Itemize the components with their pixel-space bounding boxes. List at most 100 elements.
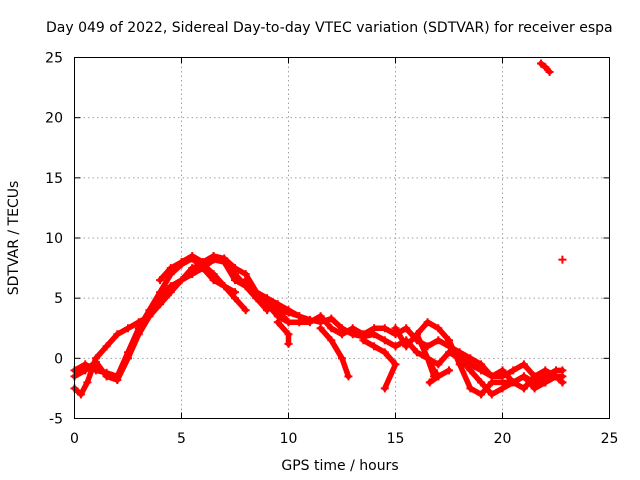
data-traces	[70, 59, 567, 399]
data-point	[177, 258, 186, 267]
data-point	[327, 336, 336, 345]
data-series-8	[275, 319, 292, 347]
data-point	[537, 59, 546, 68]
data-point	[134, 324, 143, 333]
y-tick-label: 25	[45, 51, 63, 67]
data-point	[530, 384, 539, 393]
data-point	[541, 366, 550, 375]
y-tick-label: 15	[45, 171, 63, 187]
data-point	[220, 254, 229, 263]
data-point	[231, 276, 239, 285]
data-point	[455, 354, 464, 363]
y-tick-label: 0	[54, 351, 63, 367]
data-point	[102, 368, 111, 377]
data-point	[284, 306, 293, 315]
data-point	[380, 336, 389, 345]
data-point	[166, 288, 175, 297]
data-point	[541, 378, 550, 387]
data-point	[434, 324, 443, 333]
data-point	[284, 330, 293, 339]
data-point	[156, 300, 165, 309]
data-series-10	[360, 337, 399, 392]
data-point	[391, 360, 400, 369]
data-point	[231, 264, 239, 273]
y-tick-label: 10	[45, 231, 63, 247]
data-point	[509, 366, 518, 375]
data-point	[434, 336, 443, 345]
data-point	[338, 330, 346, 339]
data-point	[327, 314, 336, 323]
x-axis-label: GPS time / hours	[281, 458, 398, 474]
data-point	[370, 324, 379, 333]
data-point	[380, 384, 389, 393]
data-point	[477, 360, 486, 369]
data-point	[430, 366, 439, 375]
data-point	[209, 276, 218, 285]
data-point	[209, 252, 218, 261]
data-point	[402, 342, 411, 351]
data-point	[305, 318, 314, 327]
data-point	[541, 63, 550, 72]
data-point	[445, 336, 453, 345]
data-point	[434, 372, 443, 381]
data-point	[466, 354, 475, 363]
data-point	[124, 348, 132, 357]
data-point	[519, 372, 528, 381]
data-point	[156, 276, 165, 285]
data-point	[83, 378, 92, 387]
data-point	[423, 318, 432, 327]
data-point	[198, 258, 207, 267]
data-point	[241, 276, 250, 285]
data-point	[423, 354, 432, 363]
tick-labels: 0 5 10 15 20 25 -5 0 5 10 15 20 25	[45, 51, 618, 448]
data-point	[558, 255, 567, 264]
x-tick-label: 5	[177, 431, 186, 447]
data-point	[466, 366, 475, 375]
data-point	[344, 372, 353, 381]
data-point	[412, 330, 421, 339]
data-point	[263, 294, 272, 303]
data-point	[402, 324, 411, 333]
data-point	[231, 288, 239, 297]
data-point	[177, 276, 186, 285]
data-point	[316, 312, 325, 321]
data-point	[338, 354, 346, 363]
data-point	[509, 378, 518, 387]
data-point	[295, 318, 304, 327]
data-point	[558, 378, 567, 387]
data-point	[425, 378, 434, 387]
data-point	[327, 324, 336, 333]
data-point	[519, 360, 528, 369]
data-point	[434, 360, 443, 369]
data-point	[519, 384, 528, 393]
data-point	[487, 378, 496, 387]
data-point	[477, 390, 486, 399]
data-point	[466, 384, 475, 393]
data-point	[166, 264, 175, 273]
data-series-14	[424, 355, 442, 386]
data-point	[530, 372, 539, 381]
data-point	[487, 390, 496, 399]
x-tick-label: 15	[387, 431, 405, 447]
data-point	[113, 372, 122, 381]
data-series-2	[71, 261, 249, 398]
data-point	[391, 324, 400, 333]
data-point	[477, 378, 486, 387]
data-point	[252, 288, 261, 297]
data-point	[273, 318, 282, 327]
x-tick-label: 20	[494, 431, 512, 447]
y-tick-label: 20	[45, 111, 63, 127]
data-point	[545, 67, 554, 76]
plot-frame	[74, 57, 610, 419]
data-point	[220, 282, 229, 291]
data-point	[316, 324, 325, 333]
data-point	[552, 372, 560, 381]
data-point	[348, 324, 357, 333]
x-tick-label: 10	[280, 431, 298, 447]
data-point	[380, 324, 389, 333]
data-point	[188, 264, 197, 273]
data-point	[412, 348, 421, 357]
data-point	[445, 366, 453, 375]
data-point	[91, 354, 100, 363]
